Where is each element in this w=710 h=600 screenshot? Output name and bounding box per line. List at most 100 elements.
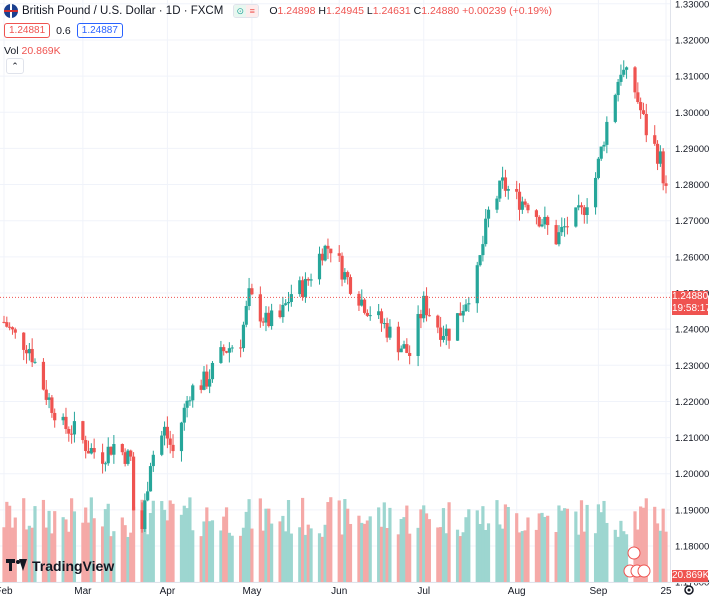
volume-bar (5, 501, 9, 582)
candle-body (146, 491, 150, 501)
candle-body (67, 428, 71, 434)
status-badges[interactable]: ⊙ ≡ (233, 4, 260, 18)
volume-bar (182, 505, 186, 582)
candle-body (562, 226, 567, 228)
volume-bar (461, 532, 465, 582)
candle-body (399, 348, 403, 353)
candle-body (557, 232, 561, 245)
candle-body (439, 327, 443, 340)
candle-body (281, 304, 285, 318)
candle-body (436, 315, 440, 328)
volume-bar (250, 528, 254, 582)
settings-icon[interactable] (684, 585, 694, 595)
volume-label: Vol (4, 45, 19, 57)
candle-body (230, 347, 234, 349)
buy-button[interactable]: 1.24887 (76, 23, 123, 38)
candle-body (461, 310, 465, 316)
volume-bar (605, 522, 609, 582)
volume-bar (67, 531, 71, 582)
volume-bar (546, 515, 550, 582)
candle-body (343, 272, 347, 280)
candle-body (593, 177, 598, 208)
candle-body (388, 326, 392, 338)
volume-bar (100, 526, 105, 582)
candle-body (326, 245, 330, 249)
candle-body (47, 397, 51, 400)
time-axis[interactable]: Feb Mar Apr May Jun Jul Aug Sep 25 (0, 586, 672, 597)
candle-body (72, 421, 77, 435)
market-open-icon[interactable]: ⊙ (234, 5, 247, 17)
candle-body (515, 189, 519, 192)
volume-bar (278, 521, 282, 582)
volume-bar (661, 508, 665, 582)
price-tick-label: 1.33000 (675, 0, 709, 10)
candle-body (633, 67, 637, 93)
tradingview-logo[interactable]: TradingView (6, 558, 114, 574)
volume-bar (219, 530, 223, 582)
candle-body (44, 389, 48, 400)
volume-bar (284, 531, 288, 582)
candle-body (298, 280, 302, 295)
candle-body (495, 198, 499, 210)
volume-bar (30, 527, 34, 582)
volume-bar (337, 500, 341, 582)
volume-bar (579, 500, 584, 582)
sell-button[interactable]: 1.24881 (4, 23, 51, 38)
volume-bar (655, 523, 660, 582)
time-tick-label: Jul (417, 586, 430, 597)
candle-body (486, 209, 491, 219)
volume-legend[interactable]: Vol 20.869K (4, 45, 61, 57)
candle-body (641, 110, 646, 114)
candle-body (560, 226, 564, 233)
time-axis-separator (0, 582, 710, 583)
candle-body (427, 315, 431, 317)
volume-bar (286, 500, 291, 582)
candle-body (661, 151, 665, 184)
last-price-tag: 1.24880 19:58:17 (672, 291, 710, 316)
candle-body (106, 446, 110, 464)
open-value: 1.24898 (277, 5, 316, 17)
volume-bar (306, 524, 310, 582)
volume-bar (405, 505, 409, 582)
candle-body (419, 313, 423, 319)
ohlc-values: O1.24898 H1.24945 L1.24631 C1.24880 +0.0… (269, 5, 552, 17)
candle-body (185, 400, 189, 408)
volume-bar (613, 529, 617, 582)
volume-bar (444, 533, 448, 582)
volume-bar (424, 513, 429, 582)
volume-bar (8, 505, 12, 582)
candle-body (33, 361, 37, 363)
candle-body (89, 448, 93, 454)
volume-bar (365, 520, 369, 582)
volume-bar (317, 533, 322, 582)
price-tick-label: 1.20000 (675, 469, 709, 480)
candle-body (70, 433, 74, 435)
candle-body (151, 454, 155, 467)
volume-bar (92, 518, 96, 582)
volume-bar (168, 500, 172, 582)
price-tick-label: 1.21000 (675, 433, 709, 444)
candle-body (53, 412, 57, 421)
event-markers[interactable] (623, 546, 651, 578)
data-menu-icon[interactable]: ≡ (246, 5, 259, 17)
volume-bar (641, 507, 646, 582)
volume-bar (230, 535, 234, 582)
last-price-tag-value: 1.24880 (672, 291, 709, 303)
volume-bar (653, 506, 657, 582)
price-tick-label: 1.26000 (675, 252, 709, 263)
candle-body (596, 158, 600, 178)
volume-bar (247, 499, 251, 582)
volume-bar (396, 534, 400, 582)
price-axis-separator (670, 0, 671, 582)
volume-bar (50, 533, 54, 582)
volume-bar (47, 510, 51, 582)
candle-body (188, 400, 192, 402)
volume-bar (24, 529, 29, 582)
volume-bar (379, 526, 384, 582)
close-label: C (413, 5, 422, 17)
symbol-legend[interactable]: British Pound / U.S. Dollar · 1D · FXCM … (4, 4, 552, 18)
collapse-legend-button[interactable]: ⌃ (6, 58, 24, 74)
time-tick-label: Apr (160, 586, 176, 597)
symbol-title[interactable]: British Pound / U.S. Dollar · 1D · FXCM (22, 5, 224, 17)
